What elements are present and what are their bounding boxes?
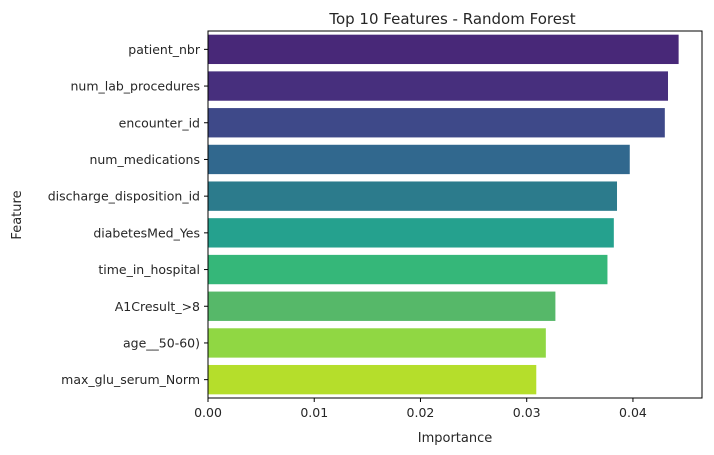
y-tick-label: num_medications [89, 152, 200, 167]
bar-2 [208, 108, 665, 138]
bar-4 [208, 181, 618, 211]
y-tick-label: num_lab_procedures [70, 79, 200, 94]
y-tick-label: encounter_id [119, 115, 200, 130]
plot-frame [207, 30, 703, 399]
y-tick-label: discharge_disposition_id [48, 189, 200, 204]
y-tick-label: time_in_hospital [98, 262, 200, 277]
bar-8 [208, 328, 546, 358]
bar-3 [208, 144, 630, 175]
x-axis-ticks: 0.00 0.01 0.02 0.03 0.04 [194, 398, 647, 420]
bar-5 [208, 218, 614, 248]
chart-title: Top 10 Features - Random Forest [328, 10, 575, 28]
x-tick-label: 0.01 [300, 405, 328, 420]
bars-layer [208, 34, 679, 395]
x-tick-label: 0.02 [407, 405, 435, 420]
y-tick-label: age__50-60) [123, 335, 200, 350]
y-axis-label: Feature [10, 190, 25, 239]
y-tick-label: patient_nbr [128, 42, 201, 57]
y-axis-ticks: patient_nbr num_lab_procedures encounter_i… [48, 42, 208, 387]
x-axis-label: Importance [418, 431, 493, 446]
bar-9 [208, 364, 537, 395]
bar-6 [208, 254, 608, 285]
x-tick-label: 0.00 [194, 405, 222, 420]
x-tick-label: 0.03 [513, 405, 541, 420]
y-tick-label: diabetesMed_Yes [93, 225, 200, 240]
bar-1 [208, 71, 669, 101]
bar-0 [208, 34, 679, 65]
x-tick-label: 0.04 [619, 405, 647, 420]
y-tick-label: max_glu_serum_Norm [61, 372, 200, 387]
y-tick-label: A1Cresult_>8 [115, 299, 200, 314]
bar-7 [208, 291, 556, 321]
